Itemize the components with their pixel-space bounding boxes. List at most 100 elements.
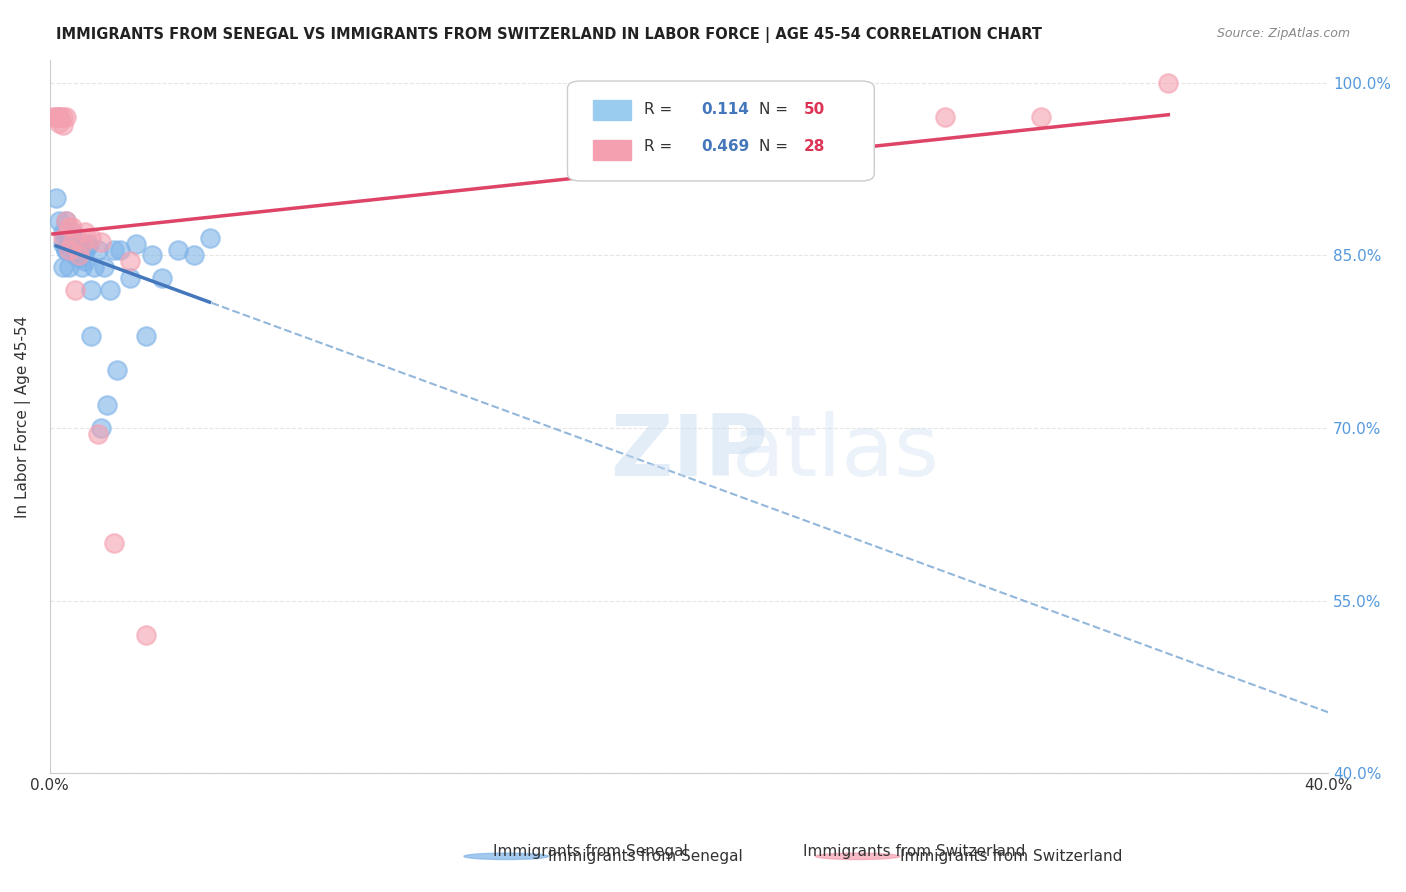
- Point: [51, 260, 73, 274]
- Point: [67, 248, 90, 262]
- Point: [1157, 76, 1180, 90]
- Point: [60, 236, 83, 251]
- Point: [86, 426, 108, 441]
- Point: [58, 260, 80, 274]
- Point: [55, 110, 77, 124]
- Text: Immigrants from Switzerland: Immigrants from Switzerland: [803, 845, 1025, 859]
- Point: [45, 110, 67, 124]
- Point: [58, 235, 80, 249]
- Point: [77, 239, 100, 253]
- Point: [105, 363, 128, 377]
- Y-axis label: In Labor Force | Age 45-54: In Labor Force | Age 45-54: [15, 316, 31, 517]
- Point: [67, 251, 90, 265]
- Point: [118, 271, 141, 285]
- Point: [60, 225, 83, 239]
- Point: [135, 628, 157, 642]
- Point: [70, 260, 93, 274]
- Point: [48, 110, 70, 124]
- Text: IMMIGRANTS FROM SENEGAL VS IMMIGRANTS FROM SWITZERLAND IN LABOR FORCE | AGE 45-5: IMMIGRANTS FROM SENEGAL VS IMMIGRANTS FR…: [56, 27, 1042, 43]
- Point: [103, 536, 125, 550]
- Point: [1029, 110, 1052, 124]
- Point: [183, 248, 205, 262]
- Point: [103, 243, 125, 257]
- Point: [86, 243, 108, 257]
- Point: [135, 329, 157, 343]
- Point: [77, 236, 100, 251]
- Point: [90, 421, 112, 435]
- Point: [73, 225, 96, 239]
- Text: atlas: atlas: [733, 410, 941, 493]
- Circle shape: [815, 853, 900, 860]
- Point: [80, 329, 103, 343]
- Point: [58, 236, 80, 251]
- Bar: [593, 139, 631, 160]
- Point: [48, 110, 70, 124]
- Point: [108, 243, 131, 257]
- Point: [70, 236, 93, 251]
- Circle shape: [464, 853, 548, 860]
- Text: N =: N =: [759, 102, 789, 117]
- Point: [55, 214, 77, 228]
- Point: [198, 231, 221, 245]
- Point: [80, 283, 103, 297]
- Point: [65, 236, 87, 251]
- Text: Immigrants from Senegal: Immigrants from Senegal: [494, 845, 688, 859]
- Point: [150, 271, 173, 285]
- Text: 50: 50: [804, 102, 825, 117]
- Point: [55, 214, 77, 228]
- Point: [60, 219, 83, 234]
- Point: [80, 231, 103, 245]
- Text: ZIP: ZIP: [610, 410, 768, 493]
- Point: [70, 243, 93, 257]
- Text: Source: ZipAtlas.com: Source: ZipAtlas.com: [1216, 27, 1350, 40]
- Point: [51, 236, 73, 251]
- Point: [51, 110, 73, 124]
- Point: [51, 225, 73, 239]
- Point: [55, 243, 77, 257]
- Point: [73, 254, 96, 268]
- Point: [65, 235, 87, 249]
- Point: [45, 110, 67, 124]
- FancyBboxPatch shape: [568, 81, 875, 181]
- Point: [67, 248, 90, 262]
- Point: [60, 240, 83, 254]
- Point: [48, 116, 70, 130]
- Point: [55, 231, 77, 245]
- Text: Immigrants from Switzerland: Immigrants from Switzerland: [900, 849, 1122, 863]
- Point: [55, 243, 77, 257]
- Point: [58, 243, 80, 257]
- Point: [51, 118, 73, 132]
- Point: [55, 225, 77, 239]
- Point: [60, 231, 83, 245]
- Point: [118, 254, 141, 268]
- Bar: [593, 100, 631, 120]
- Point: [65, 248, 87, 262]
- Point: [42, 110, 65, 124]
- Point: [90, 235, 112, 249]
- Text: R =: R =: [644, 102, 672, 117]
- Point: [48, 110, 70, 124]
- Point: [166, 243, 188, 257]
- Point: [73, 243, 96, 257]
- Text: 0.469: 0.469: [702, 139, 749, 154]
- Text: 0.114: 0.114: [702, 102, 749, 117]
- Point: [141, 248, 163, 262]
- Point: [70, 236, 93, 251]
- Point: [45, 191, 67, 205]
- Point: [83, 260, 105, 274]
- Text: N =: N =: [759, 139, 789, 154]
- Point: [93, 260, 115, 274]
- Point: [58, 239, 80, 253]
- Text: 28: 28: [804, 139, 825, 154]
- Point: [65, 283, 87, 297]
- Text: R =: R =: [644, 139, 672, 154]
- Point: [58, 219, 80, 234]
- Point: [96, 398, 118, 412]
- Point: [51, 231, 73, 245]
- Point: [67, 243, 90, 257]
- Point: [100, 283, 122, 297]
- Point: [125, 236, 148, 251]
- Point: [934, 110, 956, 124]
- Text: Immigrants from Senegal: Immigrants from Senegal: [548, 849, 744, 863]
- Point: [48, 214, 70, 228]
